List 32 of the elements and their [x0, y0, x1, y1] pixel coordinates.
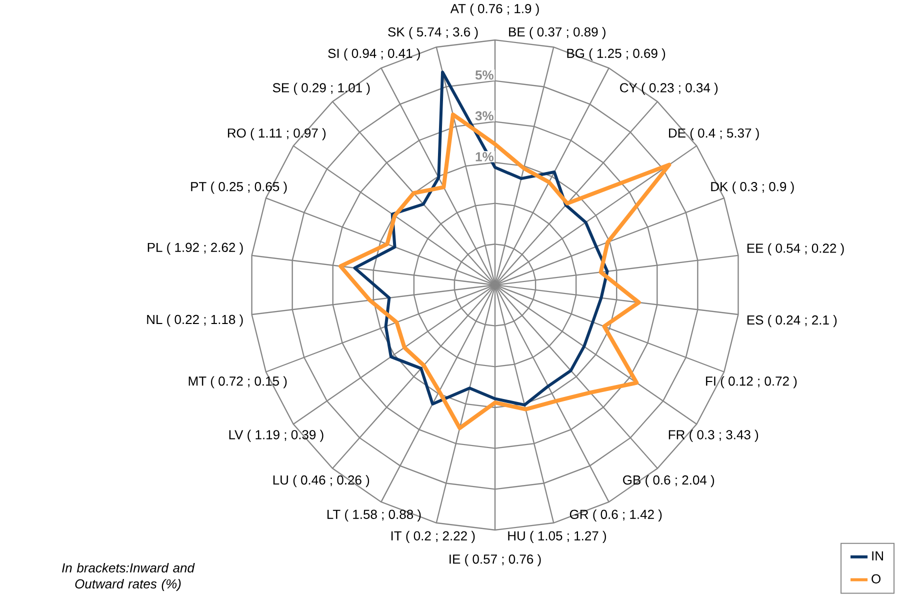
spoke-label: SE ( 0.29 ; 1.01 ) — [272, 82, 370, 95]
spoke-label: HU ( 1.05 ; 1.27 ) — [508, 530, 606, 544]
spoke-label: ES ( 0.24 ; 2.1 ) — [747, 315, 837, 328]
spoke-label: GR ( 0.6 ; 1.42 ) — [570, 509, 662, 522]
spoke-label: DE ( 0.4 ; 5.37 ) — [669, 128, 759, 140]
spoke-label: BG ( 1.25 ; 0.69 ) — [567, 48, 666, 61]
spoke-label: GB ( 0.6 ; 2.04 ) — [623, 475, 714, 488]
spoke-label: IT ( 0.2 ; 2.22 ) — [391, 530, 475, 544]
spoke-label: NL ( 0.22 ; 1.18 ) — [147, 314, 243, 327]
y-tick-label: 3% — [475, 111, 494, 120]
legend-label: O — [872, 574, 881, 584]
spoke-label: RO ( 1.11 ; 0.97 ) — [228, 128, 326, 140]
y-tick-label: 1% — [476, 152, 494, 162]
spoke-label: LT ( 1.58 ; 0.88 ) — [327, 509, 421, 522]
spoke-label: SI ( 0.94 ; 0.41 ) — [328, 48, 420, 61]
spoke-label: PT ( 0.25 ; 0.65 ) — [191, 182, 287, 194]
spoke-label: CY ( 0.23 ; 0.34 ) — [620, 82, 718, 95]
spoke-label: LU ( 0.46 ; 0.26 ) — [273, 475, 370, 488]
spoke-label: BE ( 0.37 ; 0.89 ) — [509, 26, 606, 40]
spoke-label: PL ( 1.92 ; 2.62 ) — [148, 242, 243, 255]
spoke-label: FR ( 0.3 ; 3.43 ) — [668, 430, 758, 442]
spoke-label: EE ( 0.54 ; 0.22 ) — [747, 243, 844, 256]
spoke-label: SK ( 5.74 ; 3.6 ) — [388, 26, 478, 40]
text: In brackets:Inward and Outward rates (%) — [62, 562, 195, 592]
legend-label: IN — [872, 551, 883, 560]
spoke-label: AT ( 0.76 ; 1.9 ) — [450, 4, 539, 16]
y-tick-label: 5% — [475, 70, 494, 80]
spoke-label: MT ( 0.72 ; 0.15 ) — [188, 376, 287, 388]
spoke-label: DK ( 0.3 ; 0.9 ) — [711, 182, 794, 194]
spoke-label: FI ( 0.12 ; 0.72 ) — [706, 376, 797, 388]
spoke-label: LV ( 1.19 ; 0.39 ) — [229, 430, 324, 442]
spoke-label: IE ( 0.57 ; 0.76 ) — [450, 554, 541, 566]
